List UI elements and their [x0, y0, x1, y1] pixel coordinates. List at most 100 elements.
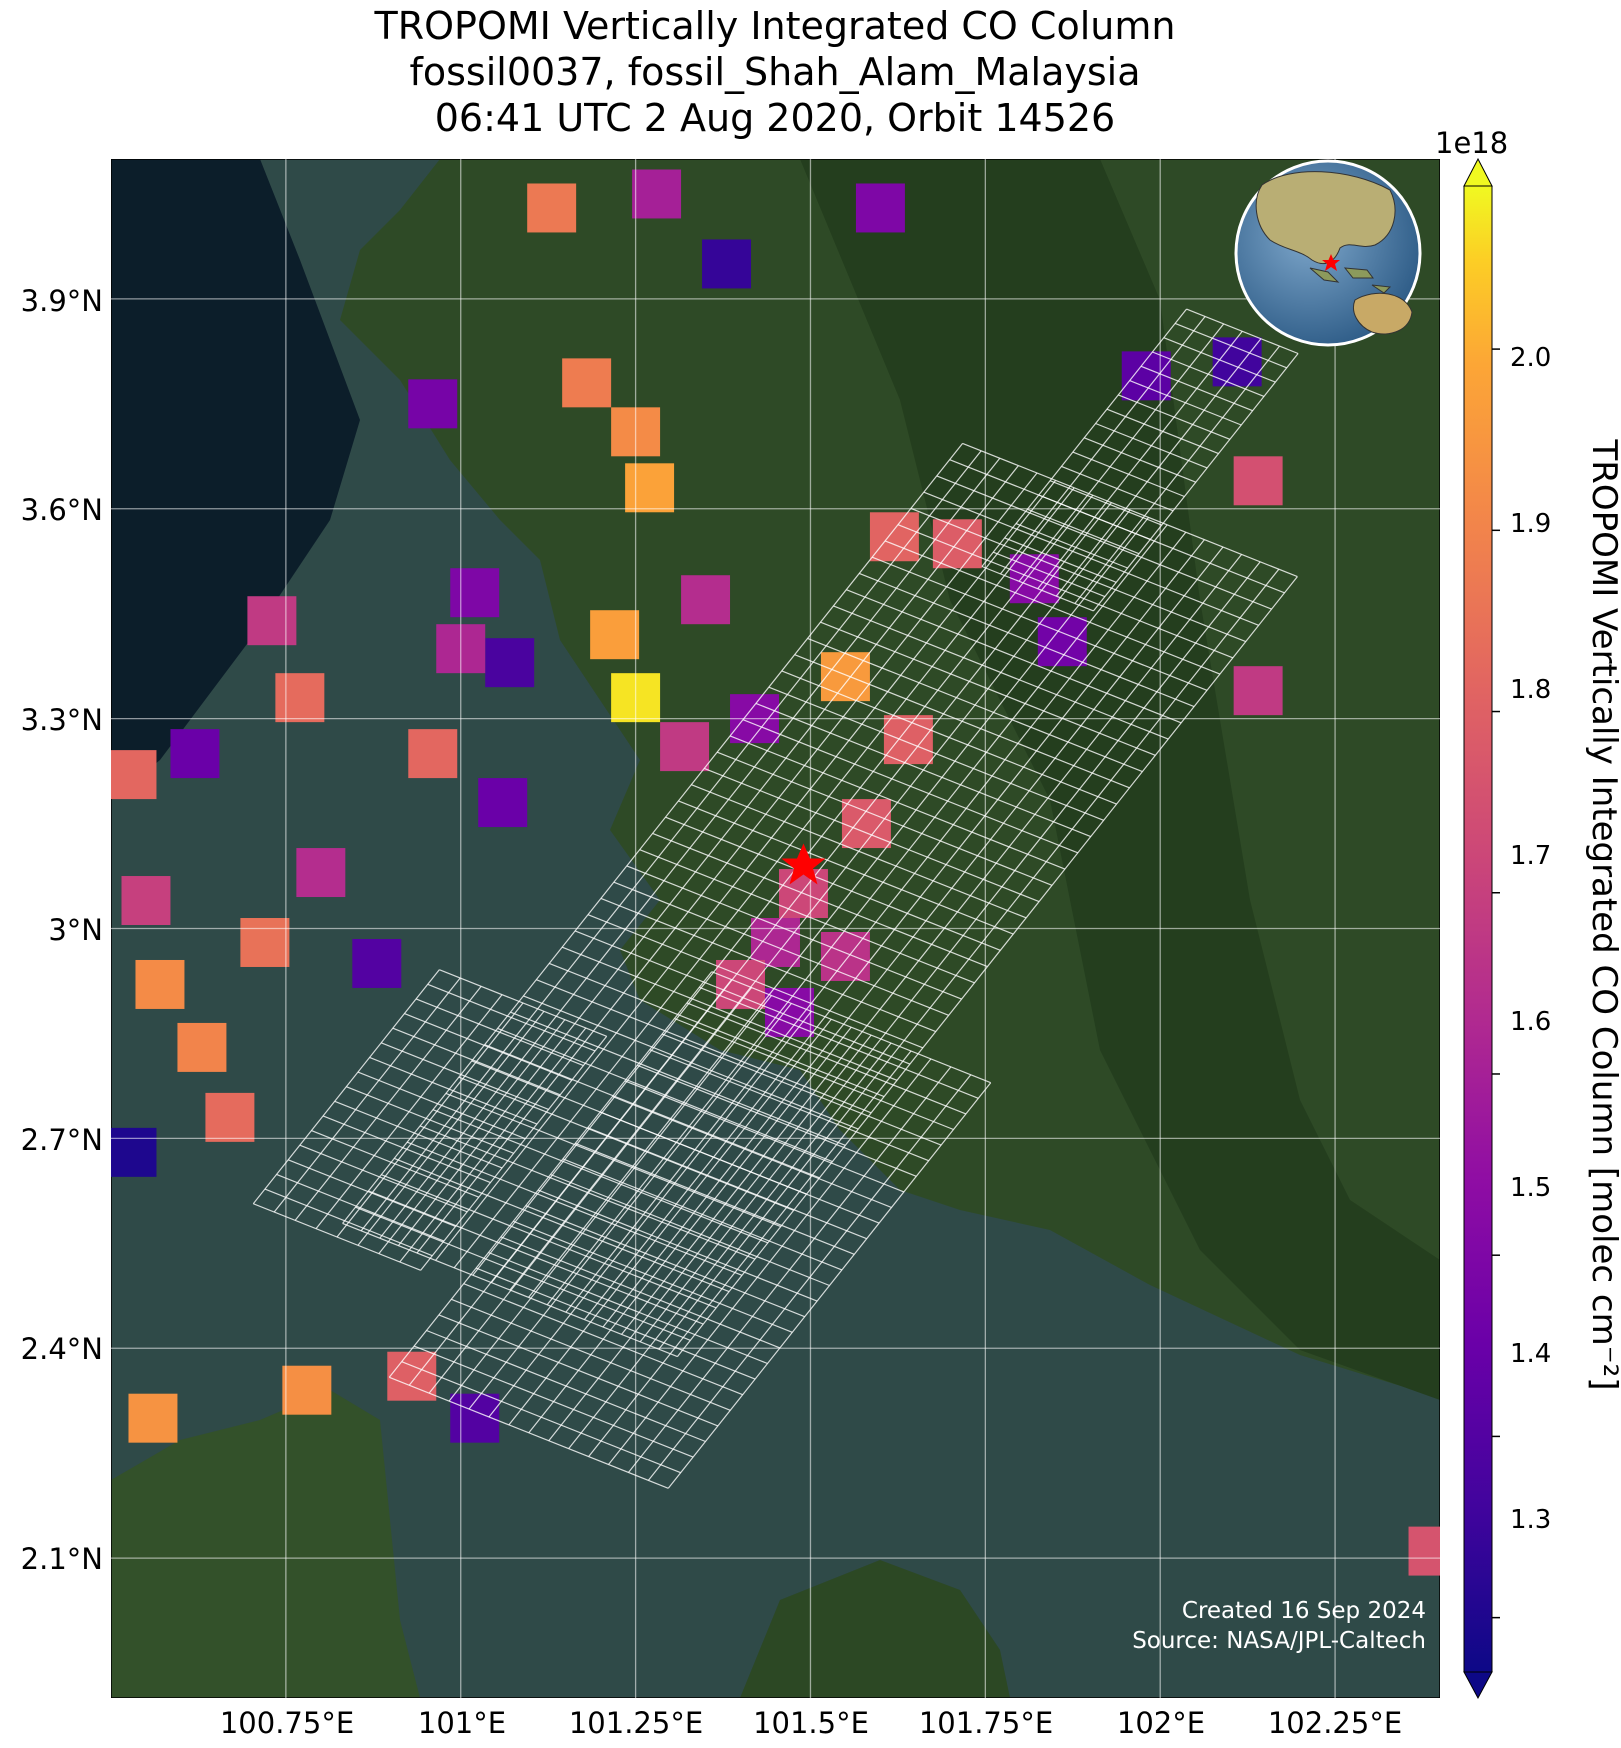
footprint-line: [565, 531, 1187, 1313]
footprint-line: [508, 1018, 832, 1426]
lon-tick-label: 102.25°E: [1267, 1706, 1403, 1740]
co-pixel: [450, 568, 500, 618]
co-pixel: [702, 239, 752, 289]
colorbar-bar: [1463, 185, 1493, 1673]
footprint-line: [378, 1019, 566, 1255]
co-pixel: [247, 596, 297, 646]
footprint-line: [1055, 338, 1262, 597]
co-pixel: [408, 379, 458, 429]
co-pixel: [111, 750, 157, 800]
co-pixel: [751, 918, 800, 967]
co-pixel: [590, 610, 640, 660]
co-pixel-layer: [111, 169, 1440, 1576]
footprint-line: [568, 1042, 892, 1450]
footprint-line: [1018, 323, 1225, 582]
co-pixel: [1233, 666, 1283, 716]
co-pixel: [1408, 1526, 1440, 1576]
footprint-line: [546, 524, 1168, 1306]
lat-tick-label: 3.9°N: [20, 284, 103, 318]
footprint-line: [1037, 330, 1243, 590]
footprint-line: [408, 979, 733, 1386]
globe-asia-landmass: [1255, 171, 1396, 264]
footprint-line: [294, 985, 482, 1221]
co-pixel: [177, 1022, 227, 1072]
footprint-line: [399, 1027, 587, 1263]
created-credit: Created 16 Sep 2024: [1181, 1598, 1426, 1624]
chart-title-line3: 06:41 UTC 2 Aug 2020, Orbit 14526: [434, 96, 1116, 140]
colorbar: [1463, 157, 1500, 1700]
footprint-line: [428, 987, 753, 1394]
footprint-line: [420, 1035, 608, 1271]
colorbar-label: TROPOMI Vertically Integrated CO Column …: [1584, 439, 1621, 1391]
lon-tick-label: 101.5°E: [753, 1706, 869, 1740]
footprint-line: [621, 554, 1243, 1335]
footprint-line: [548, 1034, 872, 1442]
footprint-line: [357, 1010, 545, 1246]
lon-tick-label: 101.25°E: [568, 1706, 704, 1740]
footprint-line: [315, 994, 503, 1230]
colorbar-tick-marks: [1492, 348, 1500, 1619]
co-pixel: [282, 1365, 332, 1415]
footprint-line: [336, 1002, 524, 1238]
colorbar-exponent: 1e18: [1435, 126, 1509, 160]
footprint-line: [416, 472, 1038, 1254]
site-star-marker: [781, 843, 826, 885]
colorbar-tick-label: 1.8: [1510, 675, 1552, 705]
land-sumatra: [111, 1390, 420, 1698]
chart-title-line2: fossil0037, fossil_Shah_Alam_Malaysia: [409, 50, 1141, 94]
land-north-east: [800, 159, 1440, 1400]
colorbar-tick-label: 1.6: [1510, 1007, 1552, 1037]
basemap: [111, 159, 1440, 1698]
footprint-line: [676, 576, 1298, 1357]
colorbar-tick-label: 1.9: [1510, 509, 1552, 539]
lon-tick-label: 101.75°E: [918, 1706, 1054, 1740]
footprint-line: [528, 517, 1150, 1298]
land-southern-island: [740, 1560, 1010, 1698]
co-pixel: [883, 715, 933, 765]
lon-tick-label: 102°E: [1116, 1706, 1206, 1740]
co-pixel: [352, 938, 402, 988]
colorbar-tick-label: 1.4: [1510, 1339, 1552, 1369]
co-pixel: [660, 722, 710, 772]
footprint-line: [981, 308, 1187, 567]
footprint-line: [1000, 316, 1206, 575]
colorbar-tick-label: 2.0: [1510, 343, 1552, 373]
footprint-line: [667, 1082, 992, 1489]
co-pixel: [111, 1127, 157, 1177]
footprint-line: [468, 1003, 792, 1410]
footprint-line: [627, 1066, 952, 1473]
footprint-line: [1093, 353, 1299, 612]
colorbar-tick-label: 1.5: [1510, 1173, 1552, 1203]
footprint-line: [488, 1010, 812, 1418]
co-pixel: [128, 1393, 178, 1443]
lat-tick-label: 3°N: [48, 913, 103, 947]
footprint-line: [1074, 345, 1280, 604]
lat-tick-label: 2.1°N: [20, 1542, 103, 1576]
footprint-line: [342, 443, 964, 1224]
co-pixel: [562, 358, 612, 408]
globe-australia-landmass: [1353, 292, 1413, 335]
colorbar-extend-max: [1463, 157, 1493, 187]
co-pixel: [855, 183, 905, 233]
co-pixel: [240, 918, 290, 967]
lat-tick-label: 3.3°N: [20, 703, 103, 737]
lat-tick-label: 2.4°N: [20, 1332, 103, 1366]
co-pixel: [869, 512, 919, 562]
co-pixel: [1233, 456, 1283, 506]
footprint-line: [583, 539, 1205, 1320]
co-pixel: [478, 778, 528, 828]
footprint-line: [472, 494, 1094, 1276]
inset-globe: [1234, 159, 1422, 347]
co-pixel: [275, 673, 325, 723]
co-pixel: [205, 1092, 255, 1142]
lon-tick-label: 100.75°E: [219, 1706, 355, 1740]
gridlines: [111, 159, 1440, 1698]
footprint-line: [602, 546, 1224, 1328]
footprint-line: [509, 509, 1131, 1291]
footprint-outlines: [252, 308, 1299, 1489]
footprint-line: [528, 1026, 852, 1434]
co-pixel: [408, 729, 458, 779]
co-pixel: [527, 183, 577, 233]
co-pixel: [681, 575, 731, 625]
